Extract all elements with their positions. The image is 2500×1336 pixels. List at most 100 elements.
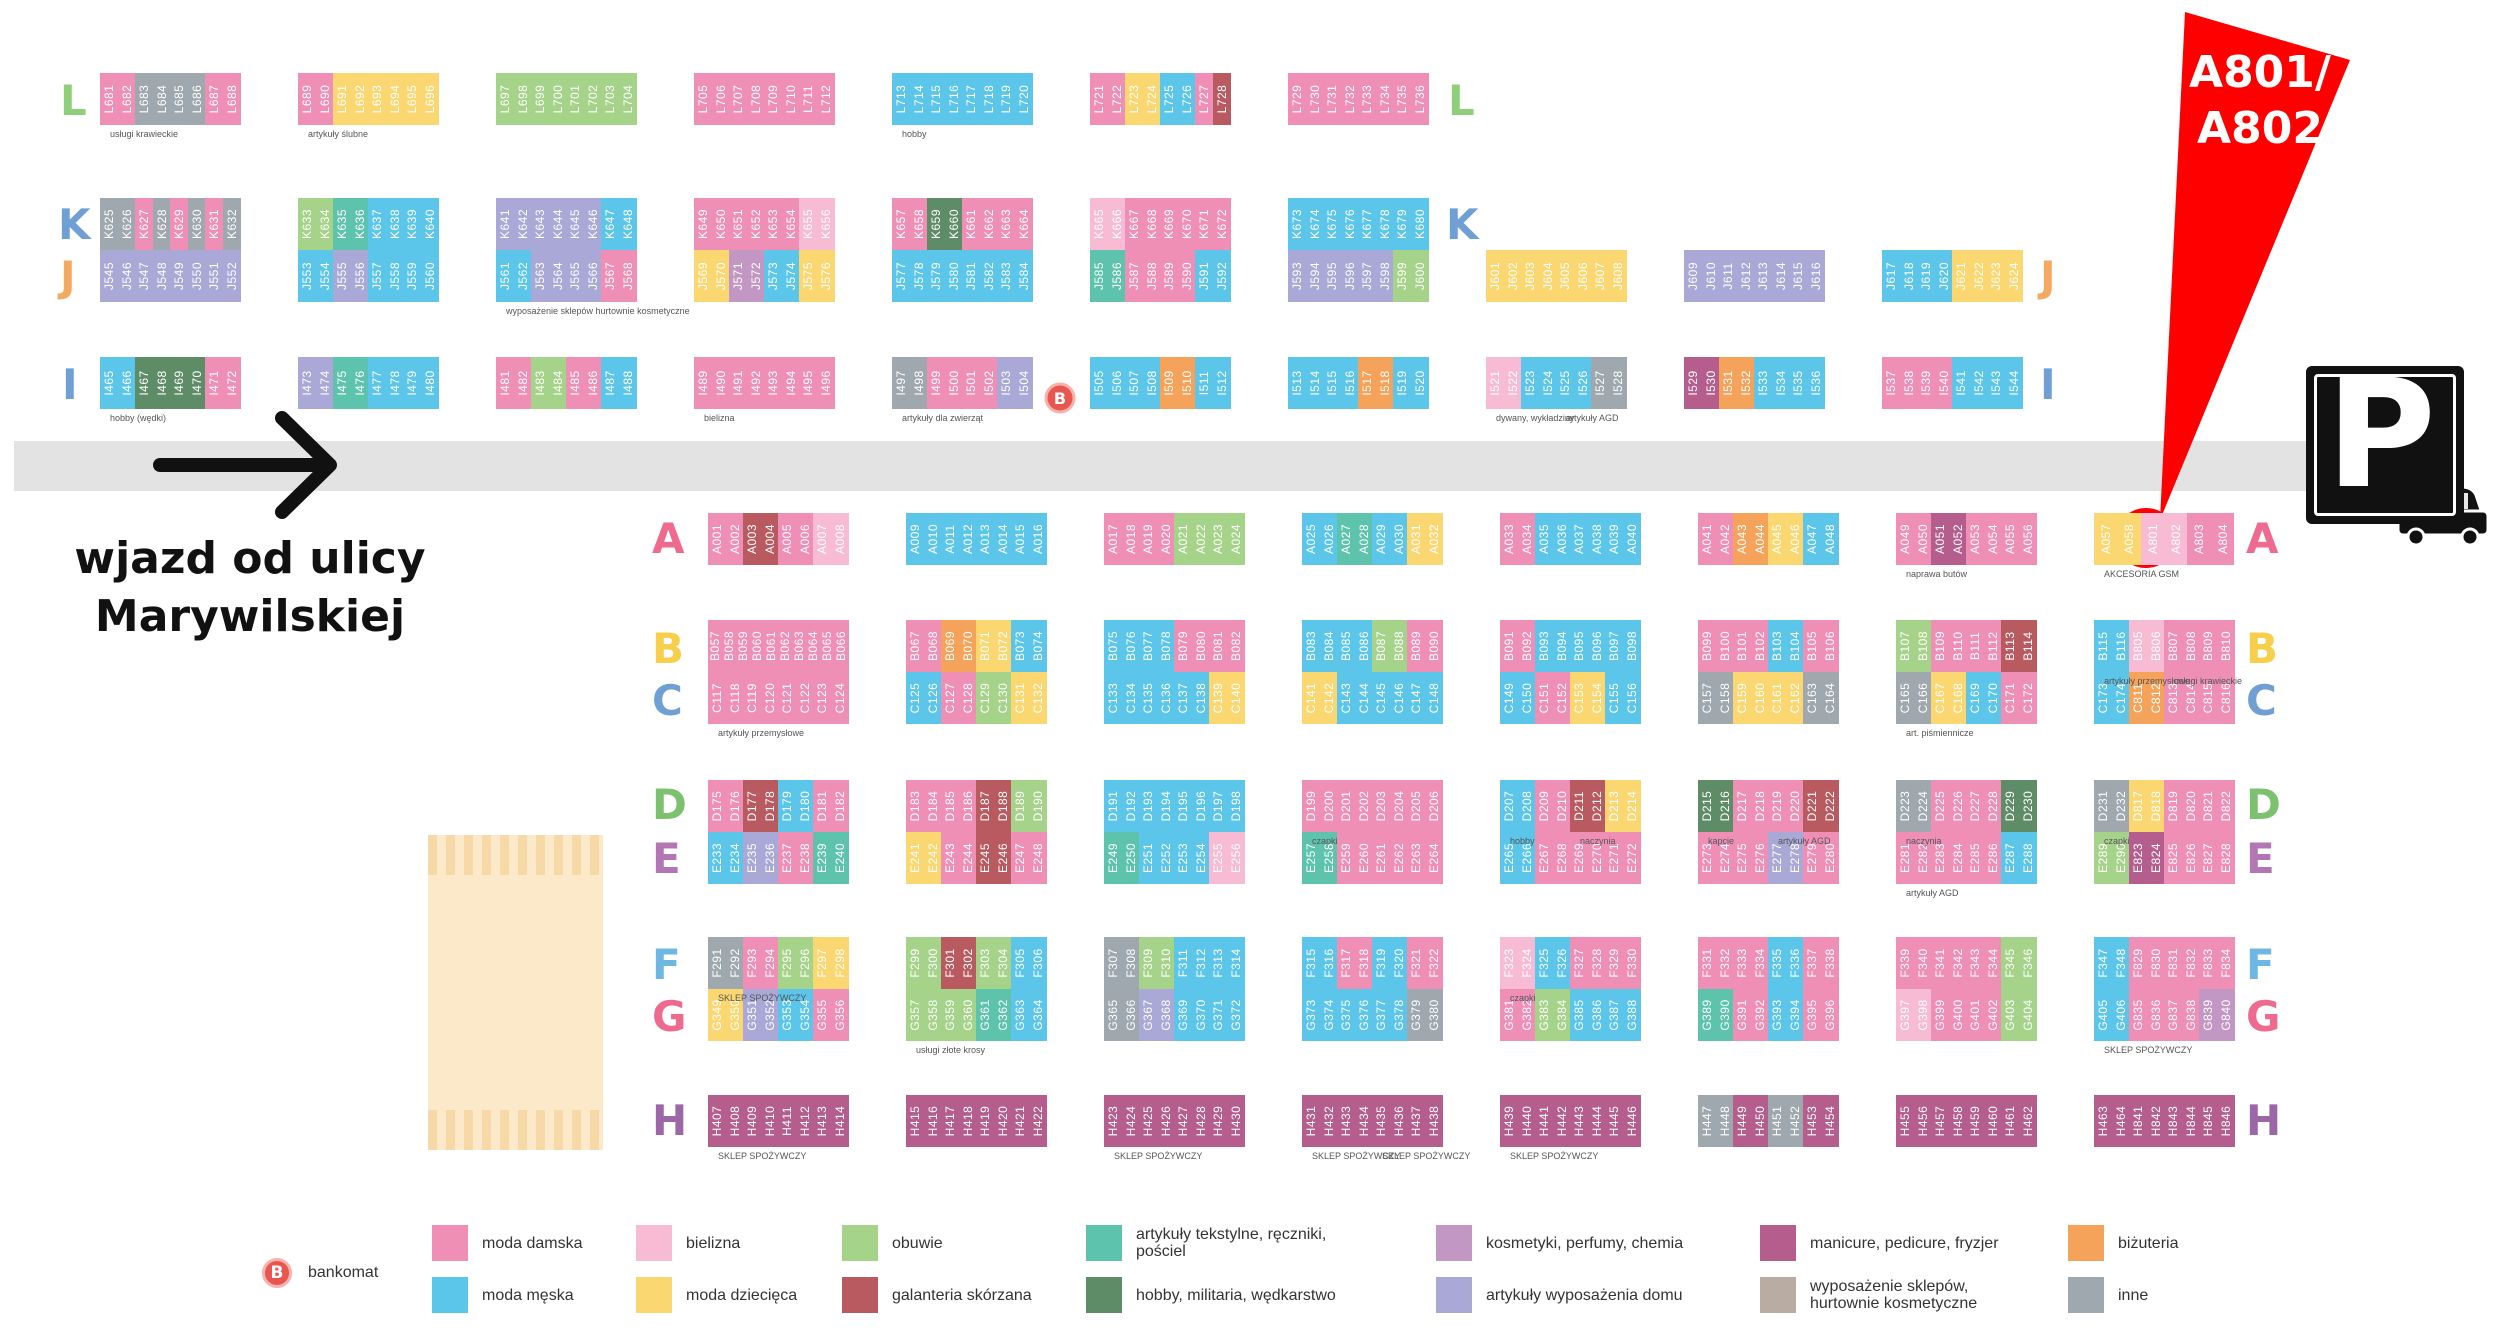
stall-a058[interactable]: A058	[2117, 513, 2142, 565]
stall-b068[interactable]: B068	[923, 620, 942, 672]
stall-k630[interactable]: K630	[187, 198, 206, 250]
stall-a027[interactable]: A027	[1337, 513, 1355, 565]
stall-d186[interactable]: D186	[958, 780, 977, 832]
stall-f345[interactable]: F345	[2001, 937, 2019, 989]
stall-f307[interactable]: F307	[1104, 937, 1122, 989]
stall-d212[interactable]: D212	[1587, 780, 1606, 832]
stall-b080[interactable]: B080	[1191, 620, 1210, 672]
stall-i467[interactable]: I467	[135, 357, 153, 409]
stall-b078[interactable]: B078	[1156, 620, 1175, 672]
stall-d219[interactable]: D219	[1768, 780, 1786, 832]
stall-i471[interactable]: I471	[205, 357, 223, 409]
stall-j607[interactable]: J607	[1591, 250, 1609, 302]
stall-f830[interactable]: F830	[2146, 937, 2165, 989]
stall-d187[interactable]: D187	[976, 780, 994, 832]
stall-e283[interactable]: E283	[1931, 832, 1949, 884]
stall-e275[interactable]: E275	[1733, 832, 1751, 884]
stall-i503[interactable]: I503	[997, 357, 1015, 409]
stall-d202[interactable]: D202	[1354, 780, 1373, 832]
stall-j602[interactable]: J602	[1503, 250, 1522, 302]
stall-g373[interactable]: G373	[1302, 989, 1320, 1041]
stall-i524[interactable]: I524	[1538, 357, 1557, 409]
stall-d220[interactable]: D220	[1785, 780, 1804, 832]
stall-i485[interactable]: I485	[566, 357, 584, 409]
stall-e258[interactable]: E258	[1319, 832, 1338, 884]
stall-i527[interactable]: I527	[1591, 357, 1609, 409]
stall-i519[interactable]: I519	[1393, 357, 1411, 409]
stall-b069[interactable]: B069	[941, 620, 959, 672]
stall-b101[interactable]: B101	[1733, 620, 1751, 672]
stall-f315[interactable]: F315	[1302, 937, 1320, 989]
stall-f334[interactable]: F334	[1750, 937, 1769, 989]
stall-a001[interactable]: A001	[708, 513, 726, 565]
stall-e238[interactable]: E238	[795, 832, 814, 884]
stall-j568[interactable]: J568	[618, 250, 637, 302]
stall-i468[interactable]: I468	[152, 357, 171, 409]
atm-marker-icon[interactable]: B	[1044, 382, 1076, 414]
stall-i518[interactable]: I518	[1375, 357, 1394, 409]
stall-i540[interactable]: I540	[1934, 357, 1953, 409]
stall-e280[interactable]: E280	[1820, 832, 1839, 884]
stall-d201[interactable]: D201	[1337, 780, 1355, 832]
stall-c166[interactable]: C166	[1913, 672, 1932, 724]
stall-e253[interactable]: E253	[1174, 832, 1192, 884]
stall-b065[interactable]: B065	[820, 620, 835, 672]
stall-b063[interactable]: B063	[792, 620, 807, 672]
stall-a018[interactable]: A018	[1121, 513, 1140, 565]
stall-b064[interactable]: B064	[806, 620, 821, 672]
stall-k672[interactable]: K672	[1212, 198, 1231, 250]
stall-b066[interactable]: B066	[834, 620, 849, 672]
stall-k657[interactable]: K657	[892, 198, 910, 250]
stall-l733[interactable]: L733	[1358, 73, 1376, 125]
stall-b099[interactable]: B099	[1698, 620, 1716, 672]
stall-h417[interactable]: H417	[941, 1095, 959, 1147]
stall-j582[interactable]: J582	[979, 250, 998, 302]
stall-b061[interactable]: B061	[764, 620, 779, 672]
stall-f339[interactable]: F339	[1896, 937, 1914, 989]
stall-f309[interactable]: F309	[1139, 937, 1157, 989]
stall-e257[interactable]: E257	[1302, 832, 1320, 884]
stall-b059[interactable]: B059	[736, 620, 751, 672]
stall-i504[interactable]: I504	[1014, 357, 1033, 409]
stall-j589[interactable]: J589	[1160, 250, 1178, 302]
stall-b093[interactable]: B093	[1535, 620, 1553, 672]
stall-j549[interactable]: J549	[170, 250, 188, 302]
stall-e827[interactable]: E827	[2199, 832, 2217, 884]
stall-c173[interactable]: C173	[2094, 672, 2112, 724]
stall-f302[interactable]: F302	[958, 937, 977, 989]
stall-i537[interactable]: I537	[1882, 357, 1900, 409]
stall-i525[interactable]: I525	[1556, 357, 1574, 409]
stall-j565[interactable]: J565	[566, 250, 584, 302]
stall-k641[interactable]: K641	[496, 198, 514, 250]
stall-e290[interactable]: E290	[2111, 832, 2130, 884]
stall-i466[interactable]: I466	[117, 357, 136, 409]
stall-f295[interactable]: F295	[778, 937, 796, 989]
stall-f322[interactable]: F322	[1424, 937, 1443, 989]
stall-b087[interactable]: B087	[1372, 620, 1390, 672]
stall-e276[interactable]: E276	[1750, 832, 1769, 884]
stall-i469[interactable]: I469	[170, 357, 188, 409]
stall-l716[interactable]: L716	[944, 73, 963, 125]
stall-k653[interactable]: K653	[764, 198, 782, 250]
stall-b097[interactable]: B097	[1605, 620, 1623, 672]
stall-c149[interactable]: C149	[1500, 672, 1518, 724]
stall-c811[interactable]: C811	[2129, 672, 2147, 724]
stall-h449[interactable]: H449	[1733, 1095, 1751, 1147]
stall-e249[interactable]: E249	[1104, 832, 1122, 884]
stall-l703[interactable]: L703	[601, 73, 619, 125]
stall-l726[interactable]: L726	[1177, 73, 1196, 125]
stall-e281[interactable]: E281	[1896, 832, 1914, 884]
stall-j567[interactable]: J567	[601, 250, 619, 302]
stall-g380[interactable]: G380	[1424, 989, 1443, 1041]
stall-g376[interactable]: G376	[1354, 989, 1373, 1041]
stall-c144[interactable]: C144	[1354, 672, 1373, 724]
stall-a006[interactable]: A006	[795, 513, 814, 565]
stall-e236[interactable]: E236	[760, 832, 779, 884]
stall-g837[interactable]: G837	[2164, 989, 2182, 1041]
stall-k677[interactable]: K677	[1358, 198, 1376, 250]
stall-a040[interactable]: A040	[1622, 513, 1641, 565]
stall-j596[interactable]: J596	[1340, 250, 1359, 302]
stall-j620[interactable]: J620	[1934, 250, 1953, 302]
stall-k640[interactable]: K640	[420, 198, 439, 250]
stall-f336[interactable]: F336	[1785, 937, 1804, 989]
